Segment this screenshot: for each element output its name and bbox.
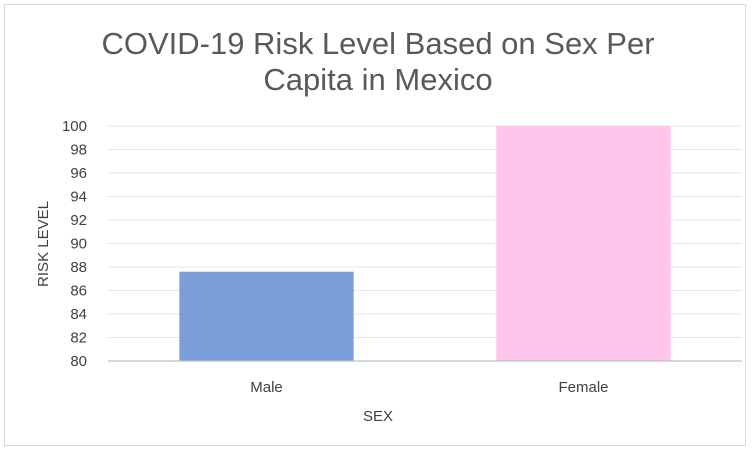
- bars: [179, 126, 671, 361]
- x-axis-label: SEX: [363, 408, 393, 425]
- y-tick-label: 82: [70, 330, 87, 347]
- bar-male: [179, 271, 354, 361]
- y-tick-label: 90: [70, 236, 87, 253]
- y-tick-label: 96: [70, 165, 87, 182]
- y-tick-label: 92: [70, 212, 87, 229]
- chart-title-line-2: Capita in Mexico: [263, 62, 492, 97]
- y-axis-ticks: 80 82 84 86 88 90 92 94 96 98 100: [62, 118, 87, 370]
- y-tick-label: 88: [70, 259, 87, 276]
- y-tick-label: 100: [62, 118, 87, 135]
- x-axis-ticks: Male Female: [250, 379, 608, 396]
- y-axis-label: RISK LEVEL: [35, 201, 52, 287]
- x-tick-label-female: Female: [558, 379, 608, 396]
- y-tick-label: 84: [70, 306, 87, 323]
- y-tick-label: 86: [70, 283, 87, 300]
- y-tick-label: 98: [70, 142, 87, 159]
- chart-title-line-1: COVID-19 Risk Level Based on Sex Per: [101, 26, 654, 61]
- y-tick-label: 80: [70, 353, 87, 370]
- x-tick-label-male: Male: [250, 379, 283, 396]
- y-tick-label: 94: [70, 189, 87, 206]
- bar-female: [496, 126, 671, 361]
